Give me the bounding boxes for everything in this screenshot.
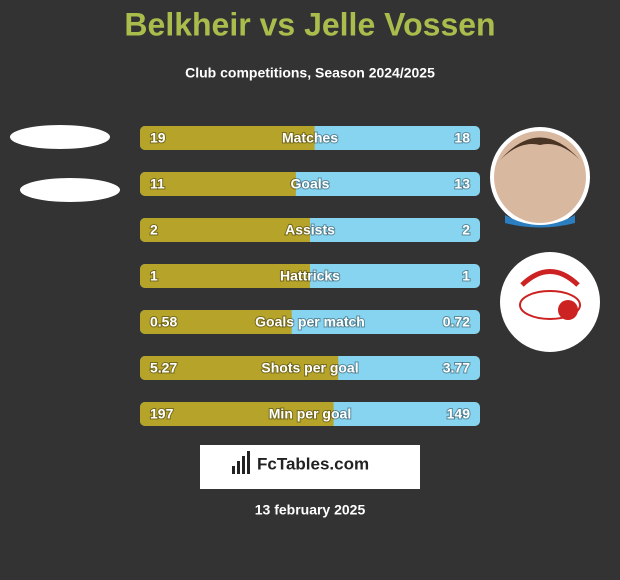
left-bar [140,126,315,150]
row-label: Hattricks [280,268,340,284]
left-bar [140,264,310,288]
left-bar [140,172,296,196]
row-label: Assists [285,222,335,238]
left-bar [140,402,334,426]
right-value: 13 [454,176,470,192]
brand-text: FcTables.com [257,454,369,473]
right-value: 0.72 [443,314,470,330]
right-value: 3.77 [443,360,470,376]
subtitle: Club competitions, Season 2024/2025 [185,65,435,81]
club-logo [500,252,600,352]
left-bar-joint [305,264,310,288]
row-label: Shots per goal [261,360,358,376]
left-bar-joint [309,126,315,150]
left-bar-joint [290,172,296,196]
title: Belkheir vs Jelle Vossen [124,6,495,42]
left-bar-joint [286,310,292,334]
left-bar [140,218,310,242]
left-value: 197 [150,406,174,422]
left-badge [10,125,110,149]
left-value: 11 [150,176,165,192]
left-bar-joint [333,356,339,380]
left-badge [20,178,120,202]
left-bar [140,310,292,334]
left-bar-joint [305,218,310,242]
row-label: Goals [291,176,330,192]
right-value: 149 [447,406,471,422]
right-value: 18 [454,130,470,146]
left-value: 0.58 [150,314,177,330]
date: 13 february 2025 [255,502,366,518]
right-value: 1 [462,268,470,284]
left-value: 19 [150,130,166,146]
left-bar-joint [328,402,334,426]
left-value: 5.27 [150,360,177,376]
left-value: 1 [150,268,158,284]
left-value: 2 [150,222,158,238]
player-photo [490,127,590,228]
right-value: 2 [462,222,470,238]
left-bar [140,356,339,380]
row-label: Matches [282,130,338,146]
row-label: Min per goal [269,406,351,422]
row-label: Goals per match [255,314,365,330]
brand-box: FcTables.com [200,445,420,489]
